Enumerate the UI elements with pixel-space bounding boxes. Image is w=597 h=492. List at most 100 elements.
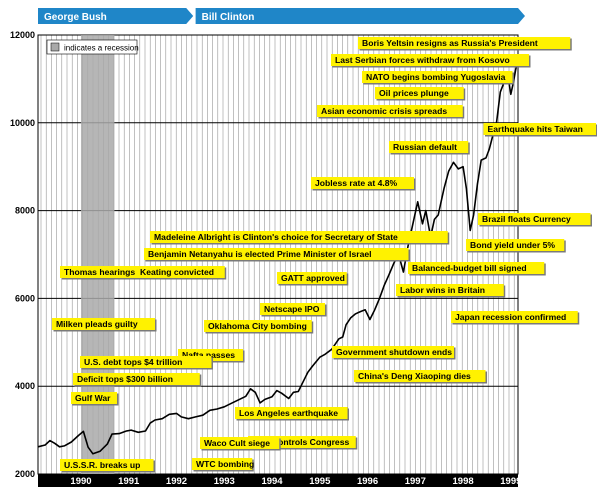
era-label: Bill Clinton (202, 12, 255, 23)
x-tick-label: 1998 (453, 476, 474, 487)
annotation-box (71, 392, 117, 404)
annotation-label: Nafta passes (182, 350, 235, 360)
x-tick-label: 1994 (261, 476, 283, 487)
annotation-label: Milken pleads guilty (56, 319, 138, 329)
annotation-box (396, 284, 504, 296)
y-tick-label: 8000 (15, 206, 35, 216)
x-tick-label: 1999 (500, 476, 521, 487)
annotation: Benjamin Netanyahu is elected Prime Mini… (144, 248, 410, 262)
annotation: U.S. debt tops $4 trillion (80, 356, 213, 370)
annotation: NATO begins bombing Yugoslavia (362, 71, 514, 85)
annotation: Los Angeles earthquake (235, 407, 349, 421)
annotation-label: Jobless rate at 4.8% (315, 178, 398, 188)
x-axis-band (38, 474, 518, 487)
y-tick-label: 4000 (15, 381, 35, 391)
y-tick-label: 6000 (15, 293, 35, 303)
annotation-label: Deficit tops $300 billion (77, 374, 173, 384)
annotation: Madeleine Albright is Clinton's choice f… (150, 231, 450, 245)
annotation-label: NATO begins bombing Yugoslavia (366, 72, 506, 82)
annotation-label: Last Serbian forces withdraw from Kosovo (335, 55, 510, 65)
annotation-box (331, 54, 529, 66)
era-label: George Bush (44, 12, 107, 23)
x-tick-label: 1993 (214, 476, 235, 487)
annotation-label: Government shutdown ends (336, 347, 452, 357)
annotation-box (60, 459, 154, 471)
annotation: Boris Yeltsin resigns as Russia's Presid… (358, 37, 572, 51)
annotation-label: Oklahoma City bombing (208, 321, 307, 331)
recession-band (80, 35, 115, 474)
annotation: Last Serbian forces withdraw from Kosovo (331, 54, 531, 68)
annotation-label: Japan recession confirmed (455, 312, 566, 322)
annotation: Jobless rate at 4.8% (311, 177, 416, 191)
annotation-box (478, 213, 591, 225)
annotation-label: WTC bombing (196, 459, 254, 469)
y-tick-label: 2000 (15, 469, 35, 479)
annotation-label: Oil prices plunge (379, 88, 449, 98)
annotation-label: Earthquake hits Taiwan (488, 124, 583, 134)
annotation-label: Waco Cult siege (204, 438, 270, 448)
x-tick-label: 1997 (405, 476, 426, 487)
annotation: Labor wins in Britain (396, 284, 506, 298)
annotation: Bond yield under 5% (466, 239, 566, 253)
annotation-box (144, 248, 409, 260)
annotation-label: Asian economic crisis spreads (321, 106, 447, 116)
annotation-label: Russian default (393, 142, 457, 152)
annotations: Boris Yeltsin resigns as Russia's Presid… (52, 37, 597, 473)
annotation: Thomas hearings (60, 266, 141, 280)
annotation: Netscape IPO (260, 303, 327, 317)
series-line (37, 58, 519, 455)
legend-swatch (50, 42, 60, 52)
annotation-label: Balanced-budget bill signed (412, 263, 527, 273)
annotation-box (192, 458, 253, 470)
annotation: Brazil floats Currency (478, 213, 592, 227)
annotation: Waco Cult siege (200, 437, 281, 451)
annotation-label: GATT approved (281, 273, 345, 283)
annotation-label: GOP controls Congress (252, 437, 349, 447)
annotation-box (408, 262, 545, 274)
annotation: Oil prices plunge (375, 87, 466, 101)
annotation-label: China's Deng Xiaoping dies (358, 371, 471, 381)
annotation-box (362, 71, 513, 83)
x-tick-label: 1992 (166, 476, 187, 487)
annotation: Japan recession confirmed (451, 311, 580, 325)
legend: indicates a recession (46, 39, 139, 55)
annotation-box (204, 320, 312, 332)
annotation-label: Benjamin Netanyahu is elected Prime Mini… (148, 249, 372, 259)
annotation-box (317, 105, 463, 117)
annotation-label: Labor wins in Britain (400, 285, 485, 295)
annotation-box (80, 356, 212, 368)
annotation: Asian economic crisis spreads (317, 105, 465, 119)
annotation-box (235, 407, 348, 419)
annotation-box (358, 37, 571, 49)
annotation-label: Netscape IPO (264, 304, 320, 314)
era-banner (38, 8, 194, 24)
annotation-box (73, 373, 200, 385)
annotation-box (136, 266, 225, 278)
annotation-label: Thomas hearings (64, 267, 135, 277)
x-tick-label: 1995 (309, 476, 331, 487)
annotation-label: Boris Yeltsin resigns as Russia's Presid… (362, 38, 538, 48)
annotation-label: U.S. debt tops $4 trillion (84, 357, 182, 367)
annotation-box (354, 370, 486, 382)
annotation: Deficit tops $300 billion (73, 373, 202, 387)
annotation: U.S.S.R. breaks up (60, 459, 155, 473)
annotation-label: Brazil floats Currency (482, 214, 571, 224)
annotation-box (389, 141, 469, 153)
annotation: Oklahoma City bombing (204, 320, 314, 334)
annotation-box (311, 177, 414, 189)
annotation-box (375, 87, 464, 99)
annotation-label: U.S.S.R. breaks up (64, 460, 140, 470)
annotation: Gulf War (71, 392, 119, 406)
annotation-box (277, 272, 347, 284)
annotation-label: Keating convicted (140, 267, 214, 277)
annotation-box (52, 318, 155, 330)
annotation: Earthquake hits Taiwan (483, 123, 597, 137)
legend-box (46, 39, 138, 55)
annotation: GATT approved (277, 272, 349, 286)
annotation-box (466, 239, 565, 251)
y-tick-label: 10000 (10, 118, 35, 128)
annotation-box (60, 266, 140, 278)
annotation-box (150, 231, 448, 243)
era-banners: George Bush Bill Clinton (38, 8, 525, 24)
